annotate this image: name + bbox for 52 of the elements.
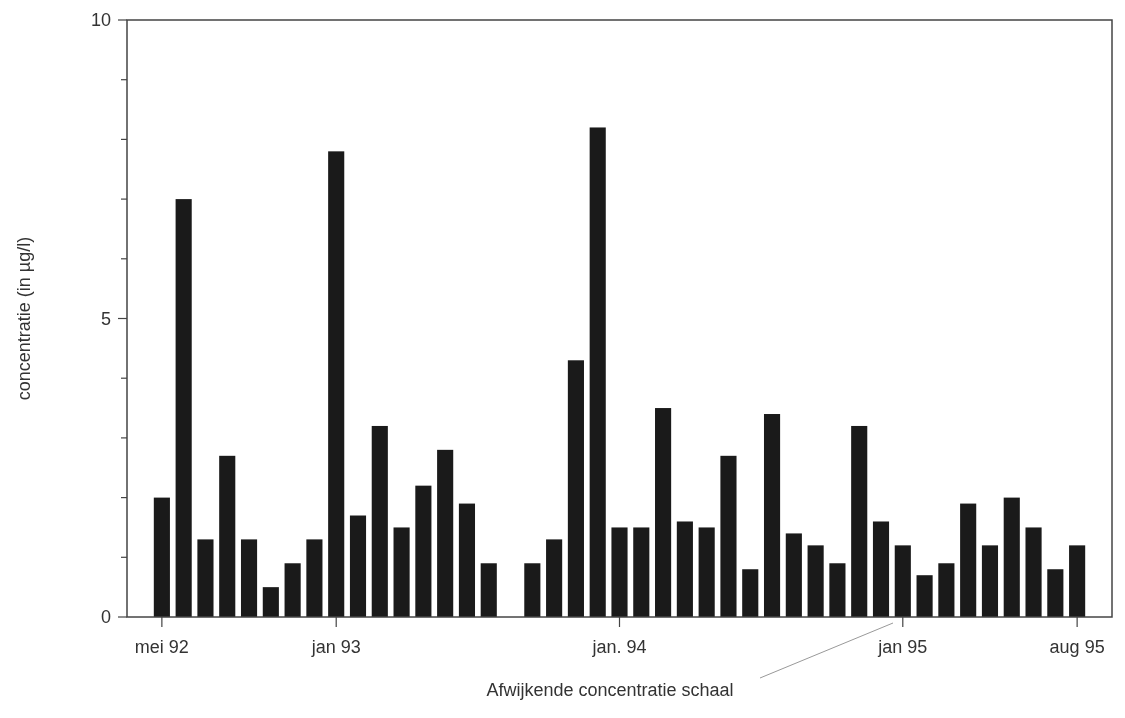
bar — [393, 527, 410, 617]
x-tick-label: aug 95 — [1049, 637, 1105, 658]
bar — [153, 497, 170, 617]
bar — [742, 569, 759, 617]
bar — [524, 563, 541, 617]
bar — [981, 545, 999, 617]
bar — [655, 408, 672, 617]
bar — [589, 127, 606, 617]
bar — [698, 527, 715, 617]
bar — [785, 533, 802, 617]
y-tick-label: 5 — [100, 308, 111, 329]
x-tick-label: mei 92 — [134, 637, 189, 658]
bar — [240, 539, 258, 617]
bar — [1069, 545, 1086, 617]
bar — [872, 521, 890, 617]
text: Afwijkende concentratie schaal — [486, 680, 734, 701]
bar — [262, 587, 279, 617]
y-tick-label: 10 — [90, 10, 111, 31]
bar — [720, 455, 737, 617]
bar — [219, 455, 236, 617]
bar — [1047, 569, 1064, 617]
bar — [960, 503, 977, 617]
bar — [676, 521, 693, 617]
x-tick-label: jan 93 — [310, 637, 361, 658]
bar — [306, 539, 323, 617]
bar — [328, 151, 345, 617]
bar — [480, 563, 497, 617]
bar — [349, 515, 367, 617]
bar — [567, 360, 584, 617]
bar — [807, 545, 824, 617]
bar — [829, 563, 846, 617]
bar — [175, 199, 192, 617]
x-tick-label: jan 95 — [877, 637, 928, 658]
x-tick-label: jan. 94 — [591, 637, 647, 658]
bar — [633, 527, 650, 617]
bar — [851, 425, 868, 617]
y-tick-label: 0 — [100, 607, 111, 628]
bar — [611, 527, 628, 617]
bar — [1003, 497, 1020, 617]
bar — [197, 539, 214, 617]
bar — [1025, 527, 1042, 617]
bar — [371, 425, 388, 617]
y-axis-title: concentratie (in µg/l) — [14, 236, 34, 401]
bar — [894, 545, 911, 617]
bar — [938, 563, 955, 617]
bar — [458, 503, 476, 617]
bar — [916, 575, 933, 617]
bar — [415, 485, 432, 617]
bar — [284, 563, 301, 617]
bar — [763, 414, 781, 617]
bar — [546, 539, 563, 617]
bar — [437, 449, 454, 617]
